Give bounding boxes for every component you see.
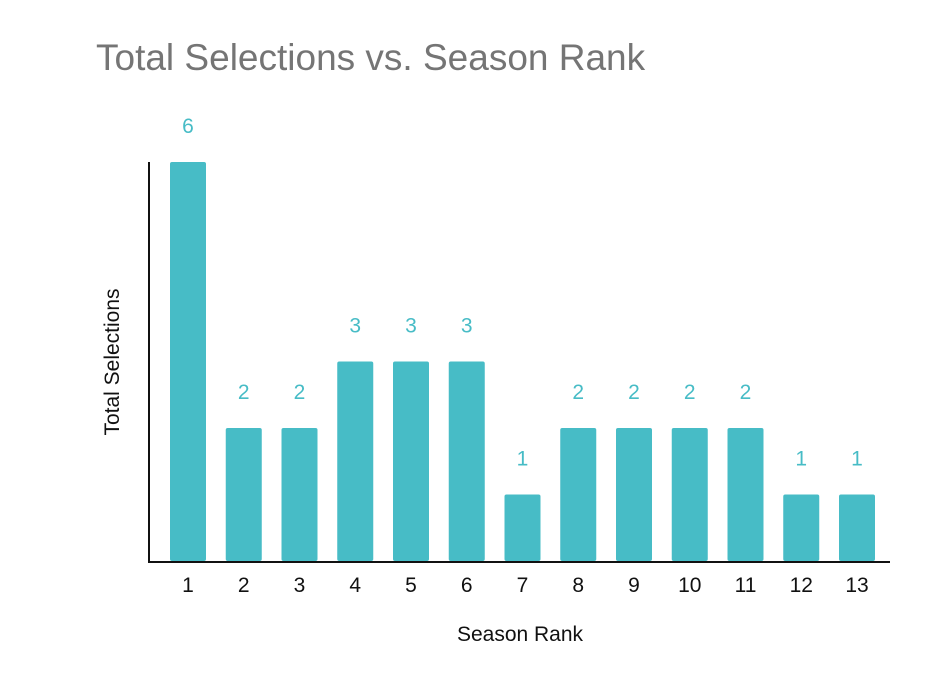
chart-title: Total Selections vs. Season Rank xyxy=(96,37,646,78)
data-label-rank-12: 1 xyxy=(795,448,807,471)
x-tick-labels: 1 2 3 4 5 6 7 8 9 10 11 12 13 xyxy=(182,574,869,597)
data-label-rank-2: 2 xyxy=(238,381,250,404)
bar-rank-11 xyxy=(727,428,764,561)
data-label-rank-7: 1 xyxy=(517,448,529,471)
data-label-rank-5: 3 xyxy=(405,315,417,338)
bars-group xyxy=(170,162,875,561)
x-tick-label-6: 6 xyxy=(461,574,473,597)
x-tick-label-12: 12 xyxy=(790,574,813,597)
data-label-rank-4: 3 xyxy=(349,315,361,338)
data-label-rank-6: 3 xyxy=(461,315,473,338)
x-tick-label-1: 1 xyxy=(182,574,194,597)
bar-rank-8 xyxy=(560,428,597,561)
x-tick-label-3: 3 xyxy=(294,574,306,597)
bar-rank-4 xyxy=(337,361,374,561)
bar-rank-7 xyxy=(504,494,541,561)
data-label-rank-3: 2 xyxy=(294,381,306,404)
y-axis-title: Total Selections xyxy=(101,288,124,435)
bar-rank-12 xyxy=(783,494,820,561)
data-label-rank-10: 2 xyxy=(684,381,696,404)
data-labels-group: 6 2 2 3 3 3 1 2 2 2 2 1 1 xyxy=(182,115,863,471)
bar-rank-3 xyxy=(281,428,318,561)
data-label-rank-13: 1 xyxy=(851,448,863,471)
bar-rank-5 xyxy=(393,361,429,561)
bar-rank-9 xyxy=(616,428,652,561)
bar-rank-6 xyxy=(448,361,485,561)
x-axis-title: Season Rank xyxy=(457,623,584,646)
data-label-rank-1: 6 xyxy=(182,115,194,138)
data-label-rank-8: 2 xyxy=(572,381,584,404)
x-tick-label-5: 5 xyxy=(405,574,417,597)
x-tick-label-13: 13 xyxy=(845,574,868,597)
bar-rank-10 xyxy=(671,428,708,561)
x-tick-label-2: 2 xyxy=(238,574,250,597)
x-tick-label-10: 10 xyxy=(678,574,701,597)
x-tick-label-7: 7 xyxy=(517,574,529,597)
x-tick-label-4: 4 xyxy=(349,574,361,597)
data-label-rank-9: 2 xyxy=(628,381,640,404)
x-tick-label-11: 11 xyxy=(735,574,757,597)
x-tick-label-8: 8 xyxy=(572,574,584,597)
bar-rank-2 xyxy=(225,428,262,561)
data-label-rank-11: 2 xyxy=(740,381,752,404)
bar-rank-13 xyxy=(839,494,875,561)
bar-rank-1 xyxy=(170,162,206,561)
x-tick-label-9: 9 xyxy=(628,574,640,597)
